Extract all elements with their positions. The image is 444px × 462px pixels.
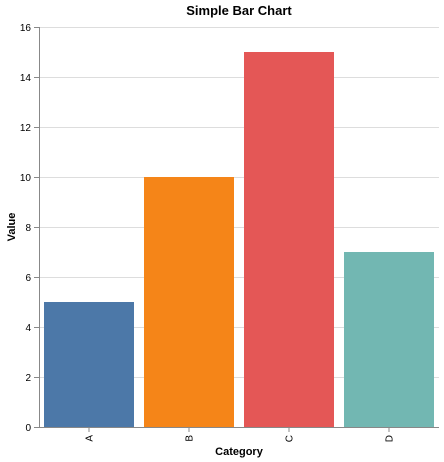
x-tick-label: D xyxy=(385,435,396,442)
axes xyxy=(39,27,439,428)
x-tick-label: B xyxy=(185,435,196,442)
y-tick-label: 4 xyxy=(25,323,31,334)
y-axis-ticks: 0 2 4 6 8 10 12 14 16 xyxy=(20,23,39,434)
bars xyxy=(44,52,434,427)
bar-d xyxy=(344,252,434,427)
x-axis-title: Category xyxy=(215,446,264,458)
y-tick-label: 12 xyxy=(20,123,32,134)
y-tick-label: 6 xyxy=(25,273,31,284)
bar-c xyxy=(244,52,334,427)
x-tick-label: C xyxy=(285,435,296,442)
y-tick-label: 8 xyxy=(25,223,31,234)
x-tick-label: A xyxy=(85,435,96,442)
bar-b xyxy=(144,177,234,427)
y-tick-label: 2 xyxy=(25,373,31,384)
y-tick-label: 16 xyxy=(20,23,32,34)
bar-a xyxy=(44,302,134,427)
y-axis-title: Value xyxy=(6,213,18,242)
y-tick-label: 0 xyxy=(25,423,31,434)
x-axis-ticks: A B C D xyxy=(85,427,396,442)
y-tick-label: 14 xyxy=(20,73,32,84)
y-tick-label: 10 xyxy=(20,173,32,184)
chart-title: Simple Bar Chart xyxy=(186,3,292,18)
